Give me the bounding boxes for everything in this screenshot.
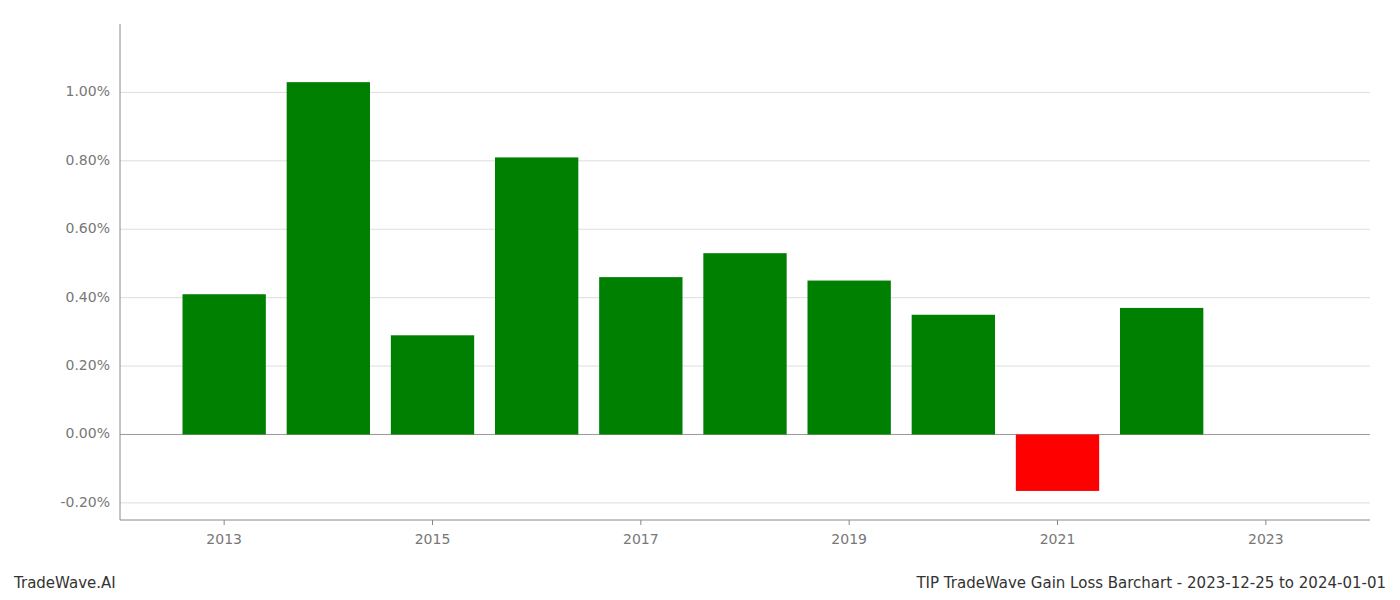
bar — [1120, 308, 1203, 435]
watermark: TradeWave.AI — [13, 574, 116, 592]
x-tick-mark — [1057, 520, 1058, 525]
y-tick-label: -0.20% — [60, 494, 110, 510]
bar — [599, 277, 682, 434]
chart-container: -0.20% 0.00% 0.20% 0.40% 0.60% 0.80% 1.00% 2013… — [0, 0, 1400, 600]
x-tick-mark — [432, 520, 433, 525]
bar — [495, 157, 578, 434]
x-tick-label: 2015 — [415, 531, 451, 547]
bar — [808, 281, 891, 435]
bars — [183, 82, 1204, 491]
x-tick-mark — [1265, 520, 1266, 525]
x-tick-label: 2017 — [623, 531, 659, 547]
bar — [287, 82, 370, 434]
y-tick-label: 0.40% — [66, 289, 110, 305]
bar — [912, 315, 995, 435]
y-tick-label: 0.20% — [66, 357, 110, 373]
bar — [183, 294, 266, 434]
y-axis-line — [120, 24, 121, 520]
x-tick-mark — [224, 520, 225, 525]
bar — [1016, 434, 1099, 490]
bar — [391, 335, 474, 434]
y-tick-label: 0.60% — [66, 220, 110, 236]
x-tick-mark — [849, 520, 850, 525]
title: TIP TradeWave Gain Loss Barchart - 2023-… — [915, 574, 1386, 592]
x-tick-label: 2013 — [206, 531, 242, 547]
x-axis-line — [120, 520, 1370, 521]
grid-line — [120, 502, 1370, 503]
x-tick-label: 2019 — [831, 531, 867, 547]
y-tick-label: 0.80% — [66, 152, 110, 168]
bar — [703, 253, 786, 434]
y-tick-labels: -0.20% 0.00% 0.20% 0.40% 0.60% 0.80% 1.00% — [60, 83, 110, 509]
y-tick-label: 1.00% — [66, 83, 110, 99]
x-tick-label: 2021 — [1040, 531, 1076, 547]
x-tick-label: 2023 — [1248, 531, 1284, 547]
y-tick-label: 0.00% — [66, 425, 110, 441]
chart-svg: -0.20% 0.00% 0.20% 0.40% 0.60% 0.80% 1.00% 2013… — [0, 0, 1400, 600]
x-tick-labels: 2013 2015 2017 2019 2021 2023 — [206, 520, 1283, 547]
x-tick-mark — [640, 520, 641, 525]
